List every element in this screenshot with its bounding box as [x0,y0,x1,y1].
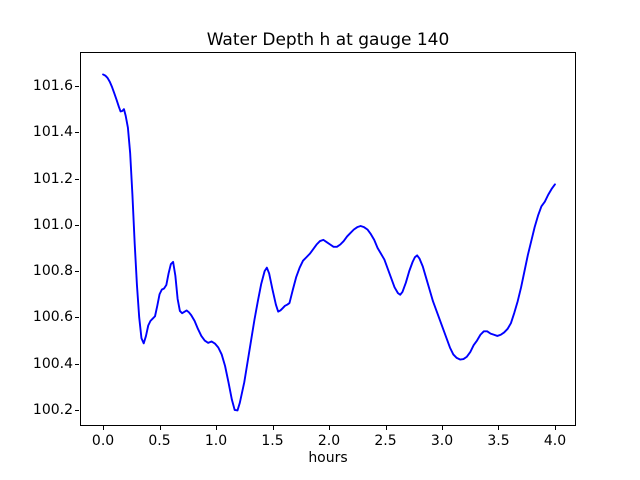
x-tick-label: 1.0 [204,433,228,449]
y-tick-label: 101.4 [32,124,73,141]
x-tick-label: 4.0 [543,433,567,449]
tick-marks [75,86,556,430]
chart-title: Water Depth h at gauge 140 [206,30,450,50]
y-tick-label: 100.8 [32,263,73,280]
x-tick-label: 0.5 [148,433,171,449]
x-tick-label: 0.0 [91,433,115,449]
y-tick-label: 101.2 [32,170,73,187]
y-tick-label: 100.4 [32,355,73,372]
x-axis-label: hours [308,450,348,466]
y-tick-label: 100.2 [32,401,73,418]
y-tick-label: 100.6 [32,309,73,326]
depth-line-series [102,73,556,412]
y-tick-label: 101.6 [32,78,73,94]
x-tick-label: 3.0 [430,433,454,449]
x-tick-label: 2.5 [374,433,397,449]
y-tick-label: 101.0 [32,216,73,233]
x-tick-label: 1.5 [261,433,284,449]
x-tick-label: 3.5 [487,433,510,449]
x-tick-label: 2.0 [317,433,341,449]
axes-frame [80,52,576,426]
